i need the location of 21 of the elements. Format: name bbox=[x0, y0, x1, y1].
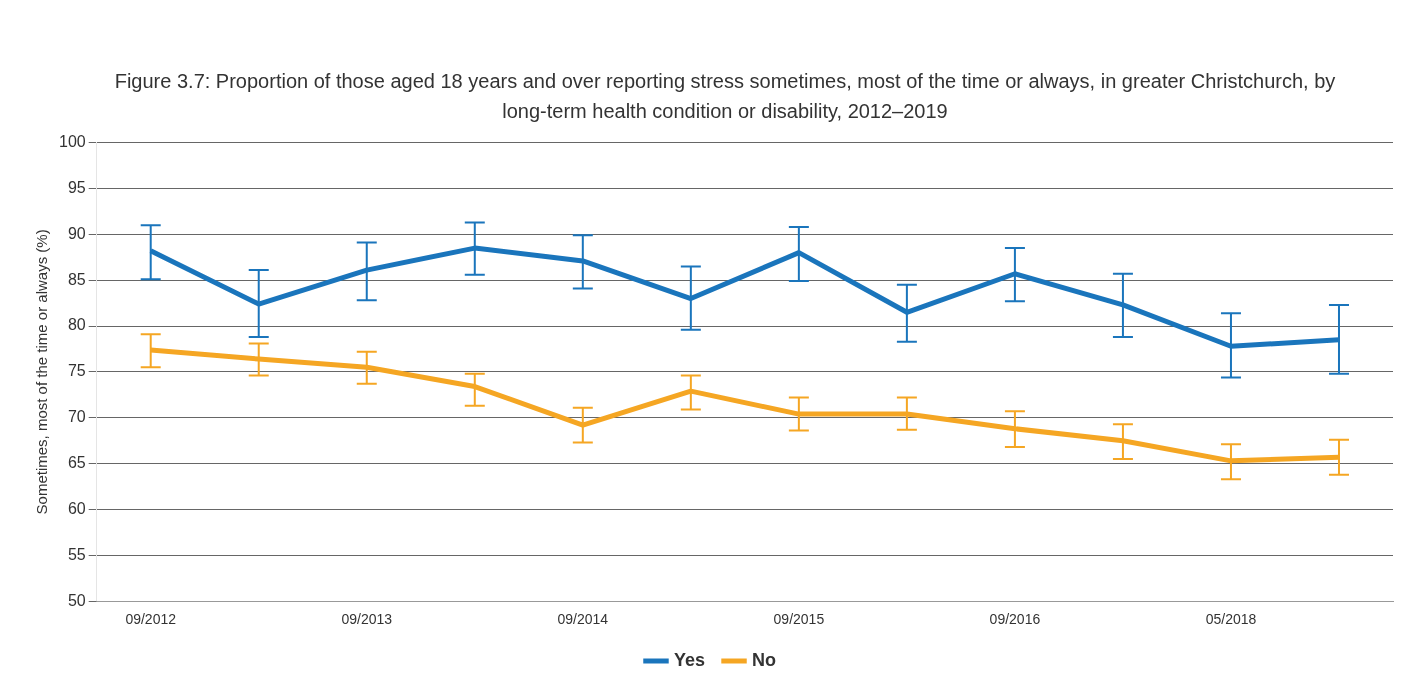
y-tick-label: 95 bbox=[67, 178, 86, 196]
y-tick-label: 80 bbox=[67, 316, 86, 334]
y-tick-label: 55 bbox=[67, 545, 86, 563]
y-axis-title: Sometimes, most of the time or always (%) bbox=[33, 229, 51, 515]
y-tick-label: 65 bbox=[67, 454, 86, 472]
x-tick-label: 09/2014 bbox=[557, 611, 609, 628]
y-tick-label: 85 bbox=[67, 270, 86, 288]
legend-label: No bbox=[752, 649, 777, 670]
x-tick-label: 09/2016 bbox=[989, 611, 1041, 628]
y-tick-label: 90 bbox=[67, 224, 86, 242]
y-tick-label: 75 bbox=[67, 362, 86, 380]
x-tick-label: 09/2015 bbox=[773, 611, 825, 628]
x-tick-label: 09/2013 bbox=[341, 611, 393, 628]
y-tick-label: 50 bbox=[67, 591, 86, 609]
y-tick-label: 60 bbox=[67, 499, 86, 517]
legend-label: Yes bbox=[673, 649, 706, 670]
y-tick-label: 70 bbox=[67, 408, 86, 426]
x-tick-label: 05/2018 bbox=[1205, 611, 1257, 628]
x-tick-label: 09/2012 bbox=[125, 611, 177, 628]
y-tick-label: 100 bbox=[58, 133, 86, 151]
chart-title: Figure 3.7: Proportion of those aged 18 years and over reporting stress sometimes, most of the time or always, in greater Christchurch, by long-term health condition or disability, 2012–2019 bbox=[113, 69, 1337, 124]
